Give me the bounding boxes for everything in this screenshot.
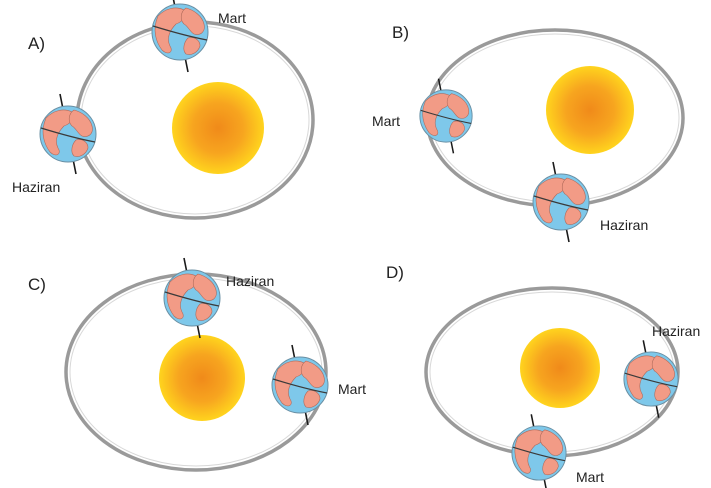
earth-icon	[532, 161, 590, 243]
month-label: Mart	[338, 381, 366, 397]
sun-icon	[159, 335, 245, 421]
option-d: D) Haziran Mart	[386, 263, 700, 488]
month-label: Mart	[576, 469, 604, 485]
option-letter: C)	[28, 275, 46, 294]
option-letter: A)	[28, 34, 45, 53]
option-letter: D)	[386, 263, 404, 282]
month-label: Mart	[372, 113, 400, 129]
earth-icon	[511, 413, 567, 488]
earth-icon	[419, 77, 473, 155]
option-b: B) Mart Haziran	[372, 23, 685, 243]
month-label: Haziran	[652, 323, 700, 339]
month-label: Haziran	[226, 273, 274, 289]
earth-icon	[151, 0, 209, 73]
sun-icon	[546, 66, 634, 154]
option-letter: B)	[392, 23, 409, 42]
option-a: A) Mart Haziran	[12, 0, 315, 220]
month-label: Haziran	[12, 179, 60, 195]
month-label: Mart	[218, 10, 246, 26]
option-c: C) Haziran Mart	[28, 257, 366, 472]
month-label: Haziran	[600, 217, 648, 233]
sun-icon	[520, 328, 600, 408]
earth-icon	[163, 257, 221, 339]
earth-icon	[271, 344, 329, 426]
sun-icon	[172, 82, 264, 174]
